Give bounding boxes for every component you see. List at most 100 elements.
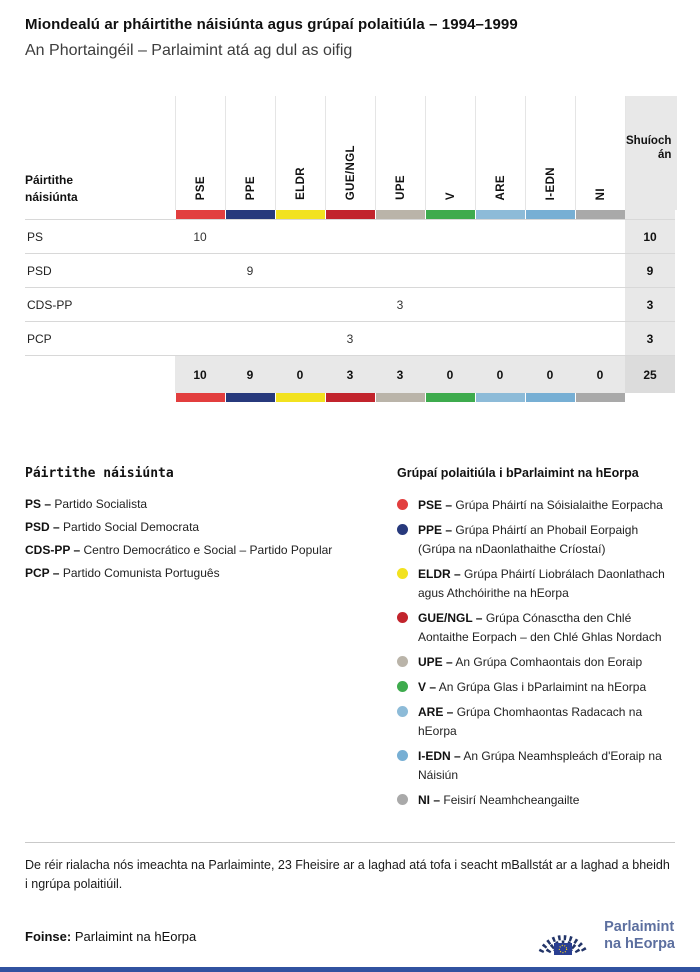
color-swatch-iedn (525, 210, 575, 219)
brand-bottom-strip (0, 967, 700, 972)
party-code: PSD – (25, 520, 60, 534)
group-legend-text: I-EDN – An Grúpa Neamhspleách d'Eoraip n… (418, 749, 662, 782)
color-swatch-iedn (525, 393, 575, 402)
group-legend-text: UPE – An Grúpa Comhaontais don Eoraip (418, 655, 643, 669)
cell-value (425, 254, 475, 287)
table-row: PS 10 10 (25, 219, 675, 253)
party-name: CDS-PP (27, 297, 73, 312)
column-total: 3 (325, 356, 375, 393)
cell-value (225, 288, 275, 321)
cell-value (275, 254, 325, 287)
column-total: 10 (175, 356, 225, 393)
column-header-ppe: PPE (225, 96, 275, 210)
procedural-note: De réir rialacha nós imeachta na Parlaim… (25, 858, 670, 891)
color-swatch-are (475, 393, 525, 402)
source-label: Foinse: (25, 928, 72, 944)
column-total: 0 (575, 356, 625, 393)
column-header-ni: NI (575, 96, 625, 210)
group-legend-text: ELDR – Grúpa Pháirtí Liobrálach Daonlath… (418, 567, 665, 600)
table-row: PCP 3 3 (25, 321, 675, 355)
cell-value (575, 322, 625, 355)
group-legend-item: NI – Feisirí Neamhcheangailte (397, 791, 675, 810)
group-legend-item: UPE – An Grúpa Comhaontais don Eoraip (397, 653, 675, 672)
group-legend-text: PPE – Grúpa Pháirtí an Phobail Eorpaigh … (418, 523, 639, 556)
color-swatch-guengl (325, 210, 375, 219)
seats-label-line2: án (657, 149, 672, 161)
cell-value (575, 288, 625, 321)
column-total: 0 (275, 356, 325, 393)
color-swatch-are (475, 210, 525, 219)
column-header-v: V (425, 96, 475, 210)
group-legend-text: NI – Feisirí Neamhcheangailte (418, 793, 580, 807)
group-color-dot (397, 656, 408, 667)
row-total: 9 (625, 254, 675, 287)
cell-value (525, 288, 575, 321)
column-label: UPE (394, 175, 407, 200)
party-fullname: Partido Socialista (54, 497, 148, 511)
group-color-dot (397, 794, 408, 805)
color-swatch-eldr (275, 393, 325, 402)
group-color-bar-bottom (25, 393, 675, 402)
cell-value (275, 220, 325, 253)
group-legend-text: V – An Grúpa Glas i bParlaimint na hEorp… (418, 680, 647, 694)
group-legend-item: GUE/NGL – Grúpa Cónasctha den Chlé Aonta… (397, 609, 675, 647)
group-color-dot (397, 524, 408, 535)
ep-hemicycle-icon (538, 935, 588, 955)
column-header-iedn: I-EDN (525, 96, 575, 210)
column-label: GUE/NGL (344, 144, 357, 200)
group-legend-item: V – An Grúpa Glas i bParlaimint na hEorp… (397, 678, 675, 697)
cell-value (425, 220, 475, 253)
totals-row: 10 9 0 3 3 0 0 0 0 25 (25, 355, 675, 393)
table-row: CDS-PP 3 3 (25, 287, 675, 321)
group-legend-item: PPE – Grúpa Pháirtí an Phobail Eorpaigh … (397, 521, 675, 559)
group-legend-item: I-EDN – An Grúpa Neamhspleách d'Eoraip n… (397, 747, 675, 785)
column-label: ARE (494, 174, 507, 200)
group-color-dot (397, 706, 408, 717)
group-color-dot (397, 750, 408, 761)
party-fullname: Partido Social Democrata (63, 520, 200, 534)
seats-column-fill (625, 210, 675, 219)
party-legend-item: PS – Partido Socialista (25, 497, 370, 511)
column-label: ELDR (294, 167, 307, 200)
party-code: PCP – (25, 566, 60, 580)
color-swatch-guengl (325, 393, 375, 402)
color-swatch-ni (575, 393, 625, 402)
cell-value (225, 220, 275, 253)
group-color-dot (397, 499, 408, 510)
color-swatch-upe (375, 210, 425, 219)
color-bar-spacer (25, 210, 175, 219)
color-swatch-ni (575, 210, 625, 219)
color-bar-spacer (625, 393, 675, 402)
row-axis-label-line1: Páirtithe (25, 173, 74, 187)
color-swatch-ppe (225, 393, 275, 402)
legend-parties-heading: Páirtithe náisiúnta (25, 466, 174, 481)
seats-table: Páirtithe náisiúnta PSE PPE ELDR GUE/NGL… (25, 96, 678, 402)
legend-groups-heading: Grúpaí polaitiúla i bParlaimint na hEorp… (397, 466, 639, 480)
cell-value: 3 (396, 297, 404, 312)
color-swatch-v (425, 393, 475, 402)
group-legend-text: ARE – Grúpa Chomhaontas Radacach na hEor… (418, 705, 643, 738)
source-value: Parlaimint na hEorpa (74, 928, 197, 944)
cell-value (525, 322, 575, 355)
cell-value (525, 254, 575, 287)
cell-value (225, 322, 275, 355)
group-legend-item: ELDR – Grúpa Pháirtí Liobrálach Daonlath… (397, 565, 675, 603)
totals-row-spacer (25, 356, 175, 393)
column-label: NI (594, 187, 607, 200)
party-name: PCP (27, 331, 52, 346)
page-subtitle: An Phortaingéil – Parlaimint atá ag dul … (25, 42, 353, 59)
column-label: I-EDN (544, 166, 557, 200)
column-total: 0 (525, 356, 575, 393)
party-name: PS (27, 229, 44, 244)
group-color-dot (397, 568, 408, 579)
footer: Foinse: Parlaimint na hEorpa Parlaimint … (25, 912, 675, 960)
party-code: CDS-PP – (25, 543, 81, 557)
color-swatch-pse (175, 210, 225, 219)
column-header-guengl: GUE/NGL (325, 96, 375, 210)
cell-value (325, 288, 375, 321)
column-header-pse: PSE (175, 96, 225, 210)
group-legend-item: PSE – Grúpa Pháirtí na Sóisialaithe Eorp… (397, 496, 675, 515)
column-label: PPE (244, 175, 257, 200)
cell-value (325, 254, 375, 287)
